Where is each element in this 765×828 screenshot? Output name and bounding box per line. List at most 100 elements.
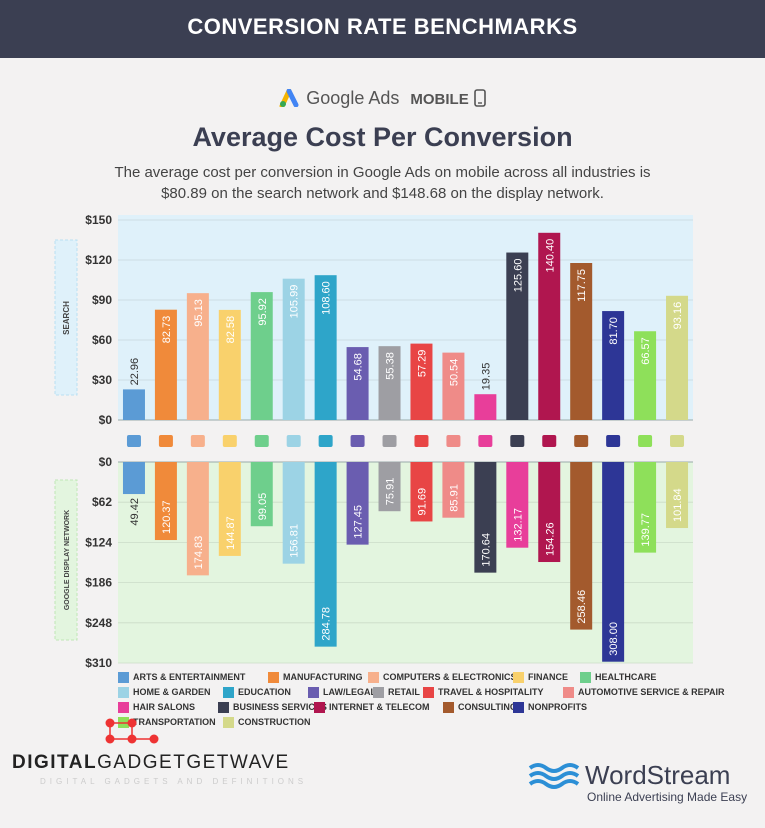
legend-item: CONSULTING xyxy=(443,702,517,714)
legend-label: TRANSPORTATION xyxy=(133,717,216,727)
search-data-label: 125.60 xyxy=(512,259,524,293)
legend-label: CONSTRUCTION xyxy=(238,717,311,727)
watermark-text: DIGITALGADGETGETWAVE xyxy=(12,752,290,774)
search-tick-label: $120 xyxy=(85,253,112,267)
legend-label: COMPUTERS & ELECTRONICS xyxy=(383,672,517,682)
legend-swatch xyxy=(308,687,319,699)
search-data-label: 19.35 xyxy=(480,363,492,391)
cost-per-conversion-chart: SEARCH GOOGLE DISPLAY NETWORK $150 $120 $90 $… xyxy=(54,213,693,670)
legend-label: INTERNET & TELECOM xyxy=(329,702,430,712)
legend-label: HAIR SALONS xyxy=(133,702,196,712)
search-data-label: 117.75 xyxy=(576,269,588,302)
search-data-label: 55.38 xyxy=(385,352,397,380)
description-line-2: $80.89 on the search network and $148.68… xyxy=(161,185,604,202)
gavel-icon xyxy=(350,435,365,447)
display-data-label: 75.91 xyxy=(385,478,397,506)
search-bar xyxy=(666,295,689,420)
display-tick-label: $310 xyxy=(85,656,112,670)
legend-label: CONSULTING xyxy=(458,702,517,712)
legend-swatch xyxy=(513,672,524,684)
display-data-label: 101.84 xyxy=(672,488,684,522)
search-bar xyxy=(122,389,145,420)
watermark-subtitle: DIGITAL GADGETS AND DEFINITIONS xyxy=(40,777,308,786)
display-bar xyxy=(474,462,497,573)
legend-swatch xyxy=(513,702,524,714)
legend-swatch xyxy=(563,687,574,699)
display-bar xyxy=(346,462,369,545)
display-bar xyxy=(154,462,177,541)
display-tick-label: $62 xyxy=(92,495,112,509)
legend-swatch xyxy=(423,687,434,699)
watermark-logo-icon xyxy=(102,715,162,750)
display-panel-label: GOOGLE DISPLAY NETWORK xyxy=(64,510,71,610)
search-bar xyxy=(250,292,273,420)
display-bar xyxy=(410,462,433,522)
search-tick-label: $30 xyxy=(92,373,112,387)
display-tick-label: $124 xyxy=(85,535,112,549)
display-data-label: 85.91 xyxy=(448,484,460,512)
display-bar xyxy=(442,462,465,518)
legend-item: MANUFACTURING xyxy=(268,672,363,684)
search-bar xyxy=(538,232,561,420)
legend-item: CONSTRUCTION xyxy=(223,717,311,729)
google-ads-logo-icon xyxy=(279,88,301,109)
wordstream-tagline: Online Advertising Made Easy xyxy=(587,790,748,804)
search-side-tag xyxy=(54,239,78,396)
legend-label: FINANCE xyxy=(528,672,568,682)
display-bar xyxy=(378,462,401,512)
display-bar xyxy=(218,462,241,556)
search-panel-bg xyxy=(118,215,693,420)
display-bar xyxy=(666,462,689,529)
search-data-label: 54.68 xyxy=(353,353,365,381)
search-bar xyxy=(474,394,497,420)
graduation-cap-icon xyxy=(318,435,333,447)
watermark-bold: DIGITAL xyxy=(12,752,98,773)
wordstream-logo-icon xyxy=(528,760,580,795)
display-data-label: 144.87 xyxy=(225,516,237,550)
display-data-label: 308.00 xyxy=(608,622,620,656)
legend-swatch xyxy=(218,702,229,714)
description-line-1: The average cost per conversion in Googl… xyxy=(114,164,651,181)
legend-item: ARTS & ENTERTAINMENT xyxy=(118,672,245,684)
briefcase-icon xyxy=(510,435,525,447)
search-bar xyxy=(186,293,209,420)
display-data-label: 174.83 xyxy=(193,536,205,570)
legend-item: AUTOMOTIVE SERVICE & REPAIR xyxy=(563,687,725,699)
crane-icon xyxy=(670,435,685,447)
search-panel-label: SEARCH xyxy=(62,301,71,335)
truck-icon xyxy=(638,435,653,447)
legend-item: NONPROFITS xyxy=(513,702,587,714)
display-bar xyxy=(282,462,305,564)
legend-label: BUSINESS SERVICES xyxy=(233,702,327,712)
search-data-label: 95.92 xyxy=(257,298,269,326)
storefront-icon xyxy=(382,435,397,447)
legend-item: BUSINESS SERVICES xyxy=(218,702,327,714)
search-data-label: 105.99 xyxy=(289,285,301,319)
medical-cross-icon xyxy=(254,435,269,447)
legend-item: INTERNET & TELECOM xyxy=(314,702,430,714)
car-icon xyxy=(446,435,461,447)
search-data-label: 140.40 xyxy=(544,239,556,273)
display-data-label: 132.17 xyxy=(512,508,524,542)
search-data-label: 50.54 xyxy=(448,359,460,387)
search-bar xyxy=(154,309,177,420)
search-tick-label: $0 xyxy=(99,413,113,427)
display-bar xyxy=(602,462,625,662)
display-side-tag xyxy=(54,479,78,641)
display-data-label: 139.77 xyxy=(640,513,652,547)
display-tick-label: $248 xyxy=(85,616,112,630)
display-data-label: 156.81 xyxy=(289,524,301,558)
display-bar xyxy=(506,462,529,548)
search-data-label: 93.16 xyxy=(672,302,684,330)
display-tick-label: $186 xyxy=(85,576,112,590)
display-data-label: 170.64 xyxy=(480,533,492,567)
display-bar xyxy=(314,462,337,647)
display-data-label: 284.78 xyxy=(321,607,333,641)
display-data-label: 120.37 xyxy=(161,500,173,534)
legend-item: EDUCATION xyxy=(223,687,291,699)
legend-swatch xyxy=(118,672,129,684)
hair-dryer-icon xyxy=(478,435,493,447)
display-data-label: 49.42 xyxy=(129,498,141,526)
chart-description: The average cost per conversion in Googl… xyxy=(95,162,670,204)
search-bar xyxy=(314,275,337,420)
